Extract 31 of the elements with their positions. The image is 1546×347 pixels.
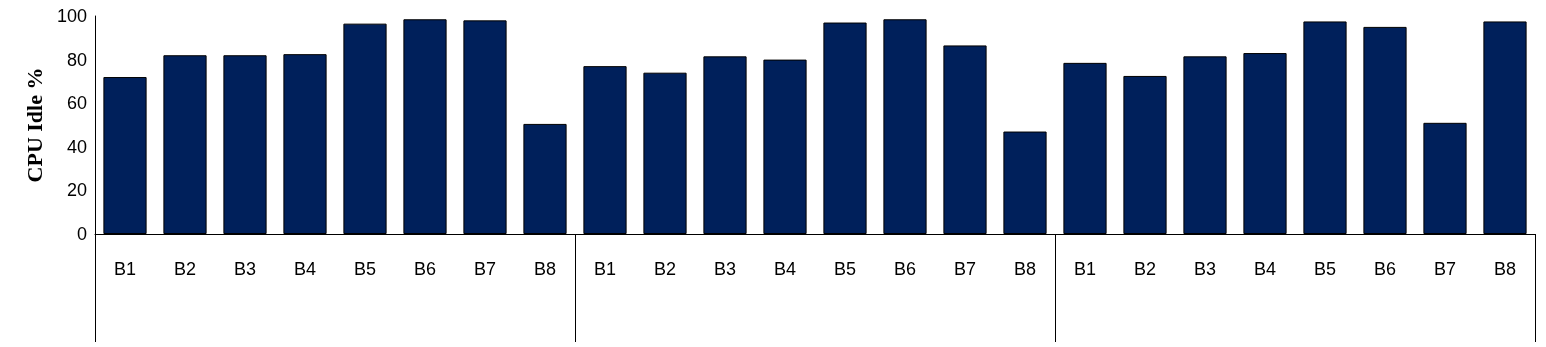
x-tick-label: B4: [293, 259, 317, 279]
y-tick-label: 100: [56, 6, 87, 26]
x-tick-label: B3: [233, 259, 257, 279]
y-tick-label: 0: [76, 224, 87, 244]
y-tick-label: 60: [66, 93, 87, 114]
x-tick-label: B2: [653, 259, 677, 279]
x-tick-label: B1: [113, 259, 137, 279]
x-tick-label: B5: [833, 259, 857, 279]
x-tick-label: B3: [1193, 259, 1217, 279]
x-tick-label: B8: [1493, 259, 1517, 279]
x-tick-label: B6: [1373, 259, 1397, 279]
y-axis-title: CPU Idle %: [21, 67, 47, 183]
x-tick-label: B7: [1433, 259, 1457, 279]
x-tick-label: B6: [413, 259, 437, 279]
x-tick-label: B1: [1073, 259, 1097, 279]
x-tick-label: B2: [1133, 259, 1157, 279]
x-tick-label: B8: [1013, 259, 1037, 279]
y-tick-label: 20: [66, 180, 87, 201]
y-tick-label: 40: [66, 136, 87, 157]
y-tick-label: 80: [66, 49, 87, 70]
x-tick-label: B7: [473, 259, 497, 279]
x-tick-label: B1: [593, 259, 617, 279]
x-tick-label: B4: [1253, 259, 1277, 279]
x-tick-label: B5: [1313, 259, 1337, 279]
x-tick-label: B7: [953, 259, 977, 279]
x-tick-label: B6: [893, 259, 917, 279]
x-tick-label: B3: [713, 259, 737, 279]
x-tick-label: B5: [353, 259, 377, 279]
x-tick-label: B8: [533, 259, 557, 279]
x-tick-label: B2: [173, 259, 197, 279]
x-tick-label: B4: [773, 259, 797, 279]
